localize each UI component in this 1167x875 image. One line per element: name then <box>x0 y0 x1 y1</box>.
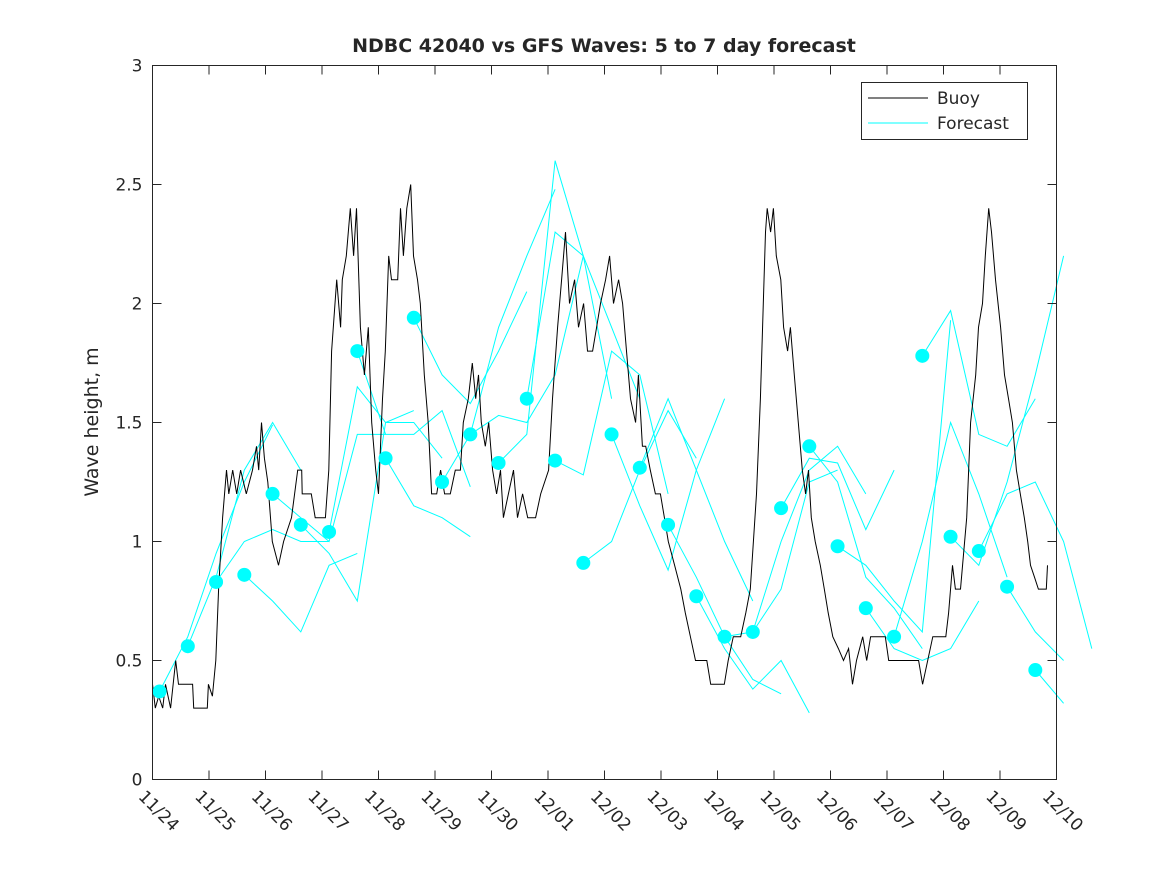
y-tick-label: 0.5 <box>115 652 142 672</box>
forecast-marker-25 <box>858 601 873 616</box>
forecast-marker-19 <box>689 589 704 604</box>
forecast-marker-23 <box>802 439 817 454</box>
y-axis-label: Wave height, m <box>81 347 103 496</box>
forecast-line-22 <box>780 457 895 531</box>
forecast-marker-29 <box>971 544 986 559</box>
forecast-marker-10 <box>435 475 450 489</box>
y-tick-label: 1.5 <box>115 414 142 434</box>
forecast-line-30 <box>1006 586 1064 661</box>
forecast-line-27 <box>921 309 1036 447</box>
forecast-marker-24 <box>830 539 845 554</box>
forecast-line-5 <box>300 410 414 603</box>
forecast-line-13 <box>526 231 641 399</box>
forecast-marker-5 <box>293 517 308 532</box>
forecast-line-21 <box>752 445 867 633</box>
forecast-marker-11 <box>463 427 478 442</box>
forecast-line-4 <box>272 433 386 543</box>
y-tick-label: 3 <box>132 57 143 77</box>
chart-title: NDBC 42040 vs GFS Waves: 5 to 7 day fore… <box>352 35 856 57</box>
forecast-marker-13 <box>519 391 534 406</box>
forecast-marker-4 <box>265 486 280 501</box>
forecast-marker-30 <box>1000 579 1015 594</box>
forecast-marker-21 <box>745 624 760 639</box>
forecast-marker-17 <box>632 460 647 475</box>
forecast-marker-14 <box>548 453 563 468</box>
legend-buoy-label: Buoy <box>937 89 980 109</box>
y-tick-label: 1 <box>132 533 143 553</box>
forecast-line-19 <box>695 595 810 714</box>
legend: Buoy Forecast <box>861 82 1028 140</box>
forecast-marker-26 <box>887 629 902 644</box>
forecast-marker-27 <box>915 348 930 363</box>
forecast-marker-28 <box>943 529 958 544</box>
forecast-line-17 <box>639 397 754 602</box>
series-layer <box>152 160 1093 714</box>
forecast-line-31 <box>1034 669 1064 704</box>
forecast-marker-15 <box>576 555 591 570</box>
forecast-line-9 <box>413 291 528 405</box>
forecast-marker-6 <box>322 524 337 539</box>
forecast-line-25 <box>865 600 980 662</box>
forecast-line-3 <box>243 552 358 633</box>
forecast-line-6 <box>328 385 443 533</box>
forecast-marker-20 <box>717 629 732 644</box>
forecast-marker-16 <box>604 427 619 442</box>
forecast-marker-9 <box>406 310 421 325</box>
forecast-line-24 <box>837 320 952 634</box>
buoy-line <box>152 184 1048 709</box>
forecast-marker-3 <box>237 567 252 582</box>
forecast-line-23 <box>808 445 923 649</box>
y-tick-label: 0 <box>132 771 143 791</box>
forecast-line-16 <box>611 398 726 572</box>
forecast-marker-7 <box>350 344 365 359</box>
forecast-line-20 <box>724 469 838 638</box>
forecast-marker-31 <box>1028 663 1043 678</box>
forecast-line-2 <box>215 529 330 583</box>
forecast-line-7 <box>356 350 471 487</box>
forecast-line-28 <box>950 255 1065 567</box>
forecast-marker-0 <box>152 684 167 699</box>
legend-forecast-label: Forecast <box>937 114 1009 134</box>
forecast-marker-1 <box>180 639 195 654</box>
legend-box <box>861 82 1028 140</box>
forecast-marker-18 <box>661 517 676 532</box>
y-tick-label: 2 <box>132 295 143 315</box>
forecast-marker-8 <box>378 451 393 466</box>
forecast-marker-22 <box>774 501 789 516</box>
forecast-line-11 <box>470 255 584 435</box>
forecast-marker-12 <box>491 455 506 470</box>
forecast-line-1 <box>187 421 302 647</box>
forecast-line-8 <box>385 457 471 538</box>
forecast-line-29 <box>978 481 1093 649</box>
forecast-line-12 <box>498 160 613 464</box>
forecast-line-26 <box>893 420 1008 637</box>
forecast-line-10 <box>441 189 556 483</box>
forecast-line-14 <box>554 350 669 495</box>
y-tick-label: 2.5 <box>115 176 142 196</box>
forecast-marker-2 <box>209 574 224 589</box>
